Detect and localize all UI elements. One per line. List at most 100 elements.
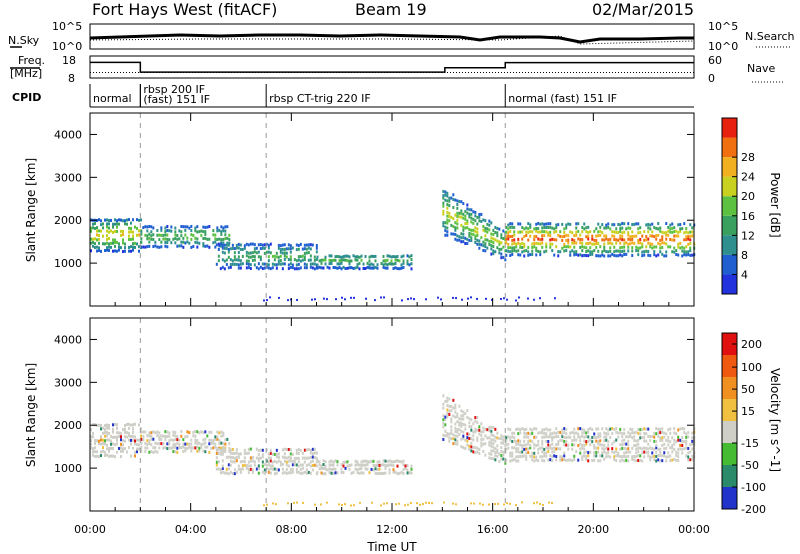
echo-cell bbox=[496, 239, 499, 243]
echo-cell bbox=[593, 249, 596, 253]
echo-cell bbox=[180, 244, 183, 248]
echo-cell bbox=[104, 424, 106, 428]
echo-cell bbox=[665, 237, 668, 241]
echo-cell bbox=[176, 441, 179, 445]
echo-cell bbox=[545, 230, 548, 234]
echo-cell bbox=[537, 447, 540, 451]
echo-cell bbox=[545, 432, 548, 436]
echo-cell bbox=[500, 256, 503, 260]
echo-cell bbox=[531, 245, 534, 249]
echo-cell bbox=[366, 467, 369, 471]
echo-cell bbox=[535, 435, 538, 439]
echo-cell bbox=[267, 467, 270, 471]
echo-cell bbox=[324, 255, 327, 259]
echo-cell bbox=[474, 237, 477, 241]
echo-cell bbox=[293, 501, 295, 504]
echo-cell bbox=[637, 249, 640, 253]
echo-cell bbox=[492, 232, 495, 236]
echo-cell bbox=[494, 250, 497, 254]
echo-cell bbox=[613, 223, 616, 227]
echo-cell bbox=[311, 262, 314, 266]
echo-cell bbox=[267, 463, 270, 467]
echo-cell bbox=[541, 230, 544, 234]
echo-cell bbox=[547, 222, 550, 226]
echo-cell bbox=[681, 435, 684, 439]
echo-cell bbox=[661, 454, 664, 458]
echo-cell bbox=[663, 254, 666, 258]
echo-cell bbox=[263, 251, 266, 255]
echo-cell bbox=[374, 259, 377, 263]
echo-cell bbox=[346, 266, 349, 270]
echo-cell bbox=[535, 222, 538, 226]
echo-cell bbox=[565, 432, 568, 436]
echo-cell bbox=[539, 250, 542, 254]
echo-cell bbox=[92, 453, 94, 457]
echo-cell bbox=[583, 227, 586, 231]
echo-cell bbox=[595, 241, 598, 245]
echo-cell bbox=[521, 501, 523, 504]
echo-cell bbox=[531, 431, 534, 435]
echo-cell bbox=[673, 431, 676, 435]
echo-cell bbox=[311, 452, 314, 456]
echo-cell bbox=[496, 231, 499, 235]
echo-cell bbox=[511, 238, 514, 242]
echo-cell bbox=[94, 237, 96, 241]
echo-cell bbox=[364, 459, 367, 463]
echo-cell bbox=[108, 219, 110, 223]
echo-cell bbox=[511, 252, 514, 256]
echo-cell bbox=[607, 428, 610, 432]
echo-cell bbox=[265, 448, 268, 452]
echo-cell bbox=[460, 417, 463, 421]
echo-cell bbox=[261, 267, 264, 271]
echo-cell bbox=[643, 250, 646, 254]
echo-cell bbox=[691, 454, 694, 458]
echo-cell bbox=[378, 467, 381, 471]
echo-cell bbox=[484, 453, 487, 457]
echo-cell bbox=[122, 428, 124, 432]
echo-cell bbox=[637, 231, 640, 235]
echo-cell bbox=[245, 250, 248, 254]
echo-cell bbox=[156, 442, 159, 446]
echo-cell bbox=[360, 466, 363, 470]
echo-cell bbox=[539, 222, 542, 226]
echo-cell bbox=[303, 258, 306, 262]
echo-cell bbox=[334, 467, 337, 471]
echo-cell bbox=[502, 255, 505, 259]
echo-cell bbox=[204, 225, 207, 229]
echo-cell bbox=[563, 427, 566, 431]
echo-cell bbox=[160, 442, 163, 446]
echo-cell bbox=[474, 234, 477, 238]
echo-cell bbox=[144, 446, 147, 450]
echo-cell bbox=[112, 241, 114, 245]
echo-cell bbox=[253, 463, 256, 467]
echo-cell bbox=[609, 455, 612, 459]
echo-cell bbox=[464, 242, 467, 246]
echo-cell bbox=[140, 240, 143, 244]
echo-cell bbox=[202, 242, 205, 246]
echo-cell bbox=[651, 446, 654, 450]
echo-cell bbox=[637, 446, 640, 450]
echo-cell bbox=[547, 458, 550, 462]
echo-cell bbox=[166, 241, 169, 245]
echo-cell bbox=[599, 225, 602, 229]
echo-cell bbox=[687, 242, 690, 246]
colorbar-cell bbox=[722, 487, 737, 509]
echo-cell bbox=[675, 450, 678, 454]
echo-cell bbox=[621, 221, 624, 225]
echo-cell bbox=[637, 427, 640, 431]
echo-cell bbox=[134, 454, 136, 458]
echo-cell bbox=[184, 435, 187, 439]
echo-cell bbox=[569, 230, 572, 234]
echo-cell bbox=[356, 471, 359, 475]
echo-cell bbox=[245, 262, 248, 266]
echo-cell bbox=[691, 442, 694, 446]
echo-cell bbox=[225, 467, 228, 471]
echo-cell bbox=[220, 434, 223, 438]
echo-cell bbox=[225, 455, 228, 459]
echo-cell bbox=[283, 471, 286, 475]
echo-cell bbox=[513, 458, 516, 462]
colorbar-cell bbox=[722, 254, 737, 275]
echo-cell bbox=[661, 235, 664, 239]
echo-cell bbox=[677, 245, 680, 249]
